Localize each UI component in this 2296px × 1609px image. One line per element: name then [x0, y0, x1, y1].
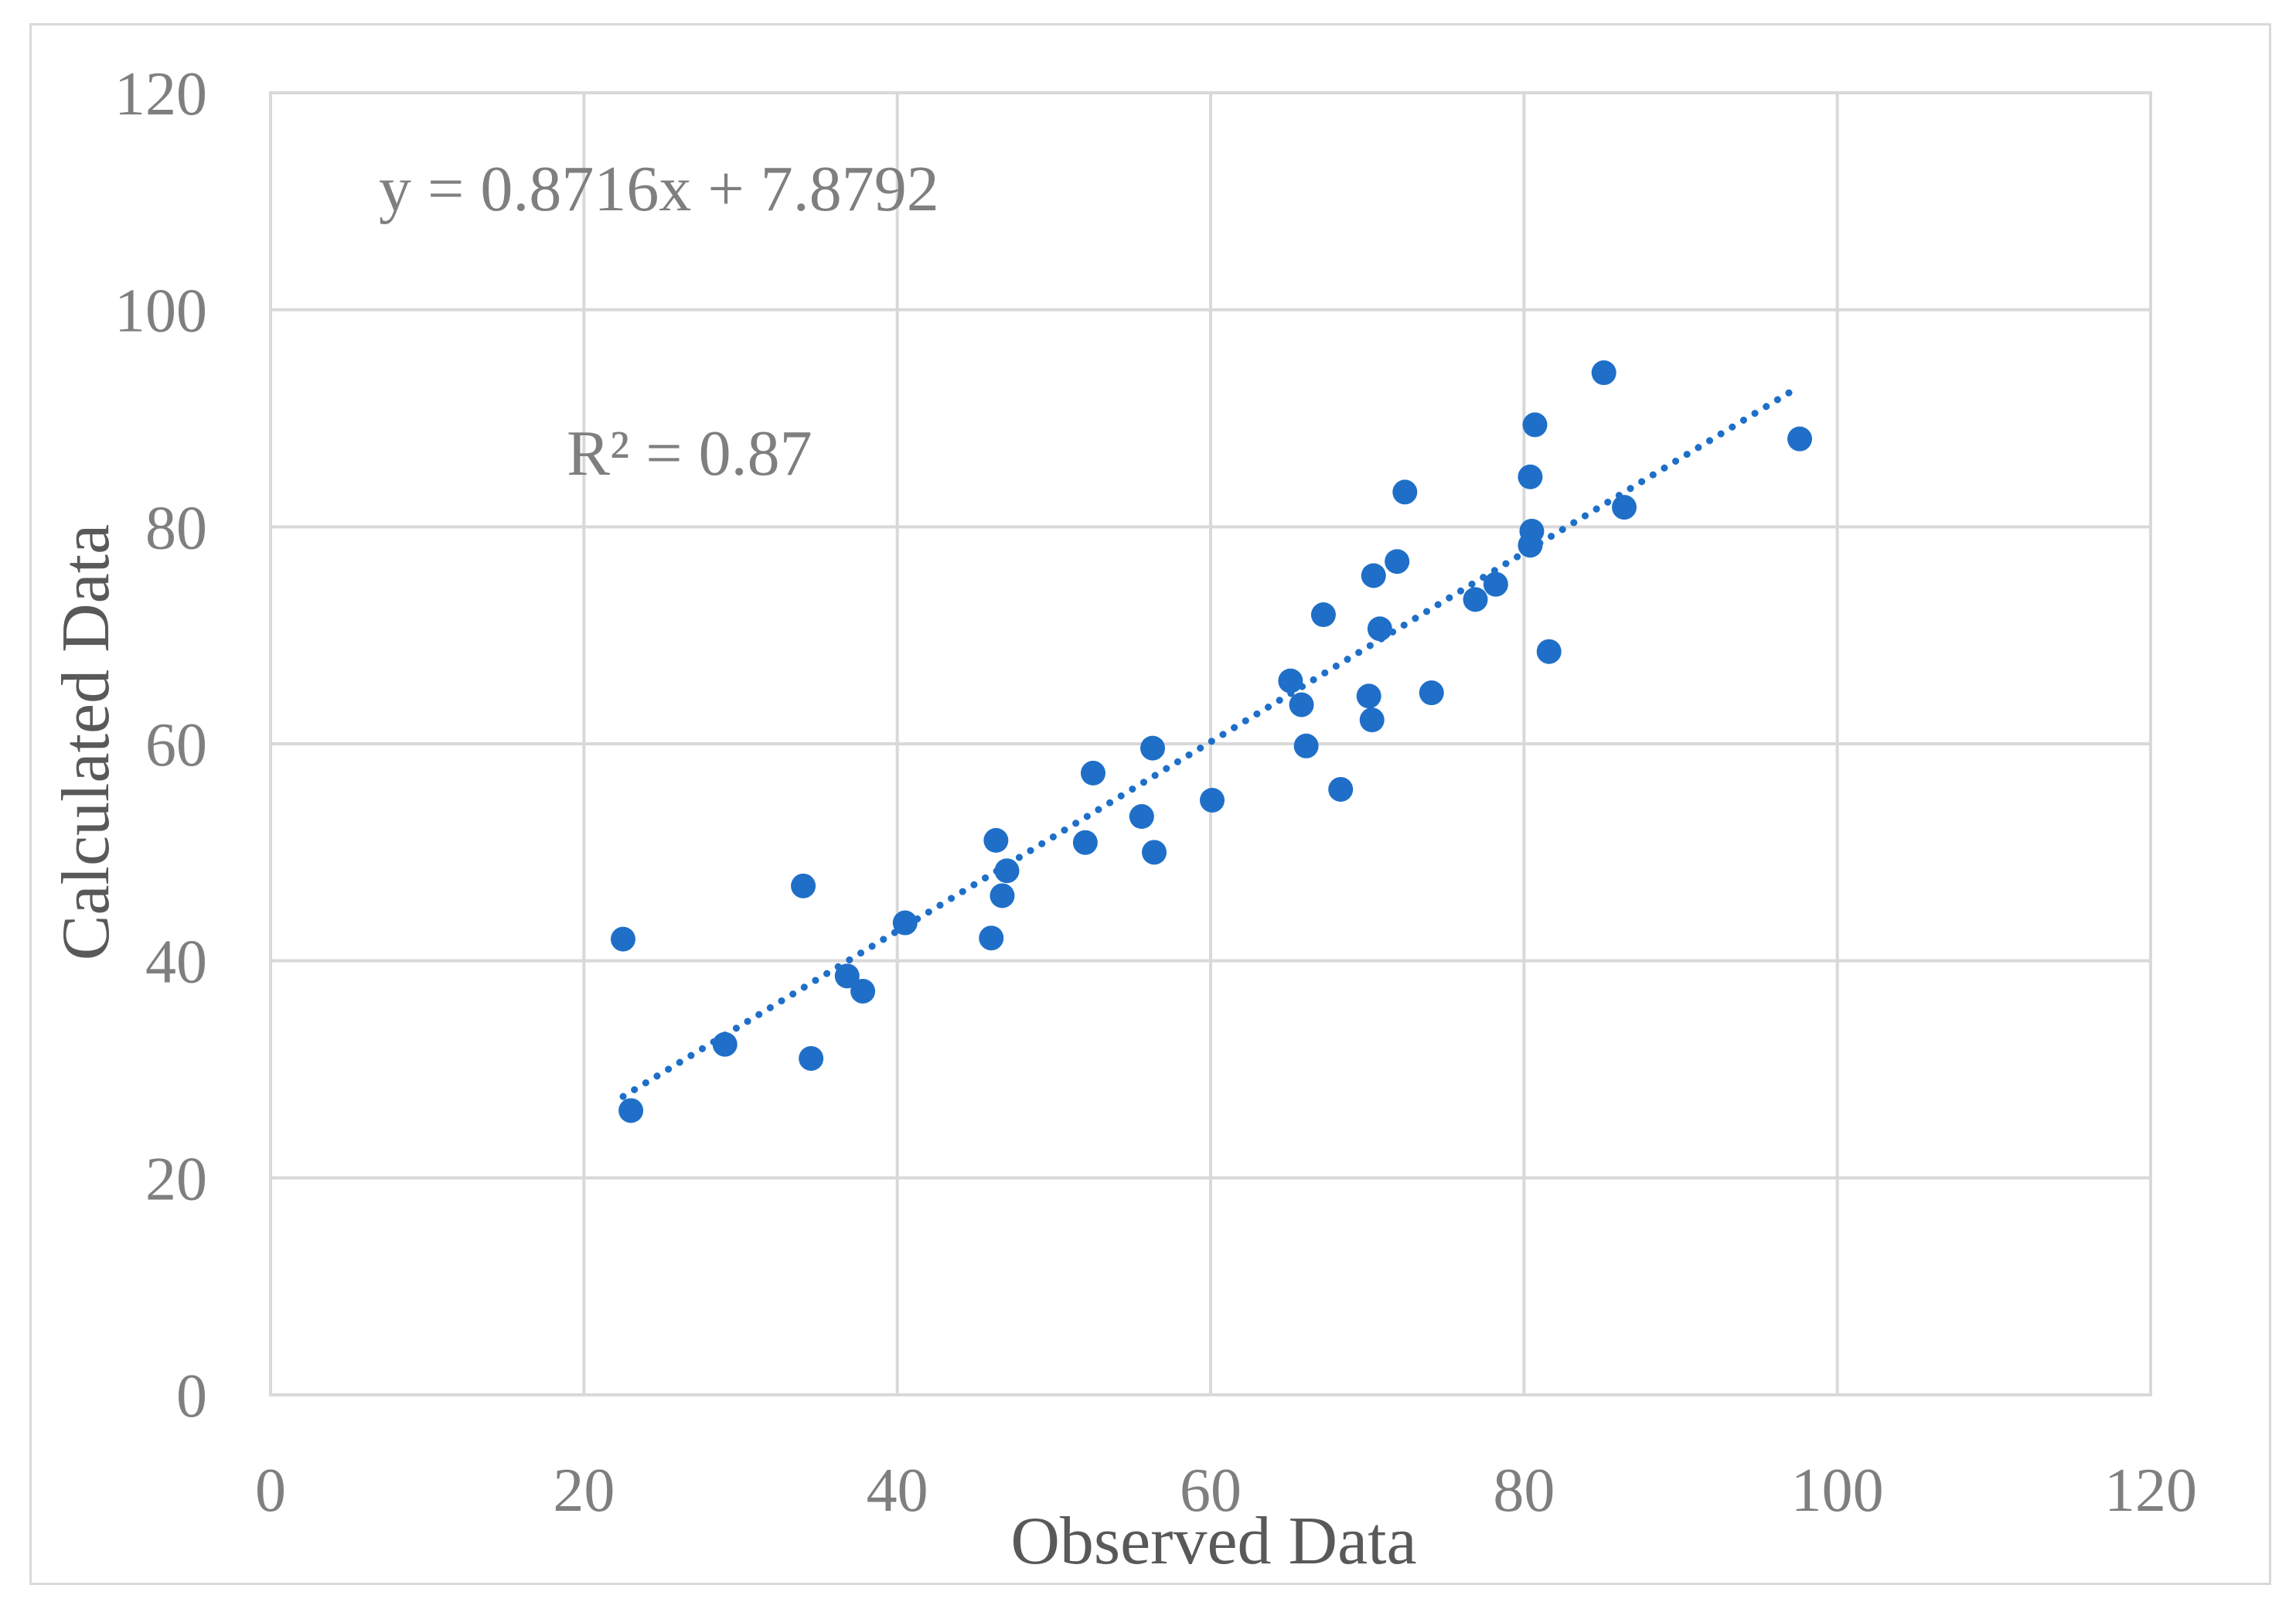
- data-point: [1072, 830, 1098, 855]
- data-point: [1081, 760, 1105, 786]
- data-point: [1359, 707, 1385, 733]
- data-point: [712, 1031, 738, 1057]
- y-tick-label: 80: [145, 494, 207, 562]
- x-tick-label: 40: [867, 1457, 928, 1525]
- data-point: [1361, 563, 1386, 588]
- data-point: [979, 926, 1004, 951]
- chart-frame: [29, 23, 2271, 1585]
- data-point: [1200, 787, 1225, 813]
- trendline-equation: y = 0.8716x + 7.8792: [379, 153, 939, 225]
- data-point: [1591, 360, 1616, 386]
- data-point: [990, 883, 1015, 908]
- data-point: [1419, 680, 1444, 706]
- r-squared-label: R² = 0.87: [567, 418, 812, 489]
- plot-area-border: [269, 91, 2152, 1396]
- x-tick-label: 60: [1180, 1457, 1242, 1525]
- data-point: [1536, 639, 1562, 664]
- data-point: [1519, 518, 1545, 544]
- data-point: [1787, 426, 1813, 452]
- x-tick-label: 80: [1493, 1457, 1555, 1525]
- data-point: [1278, 668, 1303, 694]
- data-point: [834, 963, 860, 989]
- data-point: [994, 858, 1020, 884]
- data-point: [1522, 412, 1548, 438]
- data-point: [1129, 804, 1154, 830]
- data-point: [1142, 840, 1167, 865]
- y-tick-label: 100: [114, 278, 207, 346]
- x-tick-label: 100: [1791, 1457, 1884, 1525]
- y-tick-label: 40: [145, 929, 207, 997]
- data-point: [1293, 733, 1319, 758]
- data-point: [1289, 692, 1314, 718]
- y-tick-label: 120: [114, 60, 207, 128]
- data-point: [618, 1098, 644, 1123]
- data-point: [892, 910, 918, 936]
- y-tick-label: 0: [176, 1362, 207, 1430]
- y-tick-labels: 0 20 40 60 80 100 120: [114, 60, 207, 1430]
- x-tick-label: 20: [553, 1457, 615, 1525]
- data-points: [611, 360, 1813, 1123]
- data-point: [1612, 495, 1637, 520]
- x-tick-label: 120: [2104, 1457, 2197, 1525]
- y-tick-label: 20: [145, 1145, 207, 1213]
- data-point: [611, 926, 635, 952]
- data-point: [1356, 683, 1381, 709]
- x-tick-label: 0: [255, 1457, 286, 1525]
- data-point: [983, 827, 1009, 853]
- trendline: [619, 384, 1802, 1100]
- data-point: [1140, 735, 1166, 761]
- data-point: [1518, 464, 1543, 489]
- data-point: [1367, 616, 1392, 642]
- data-point: [1463, 587, 1488, 612]
- data-point: [1392, 479, 1418, 505]
- x-axis-title: Observed Data: [1010, 1504, 1416, 1579]
- y-tick-label: 60: [145, 711, 207, 779]
- data-point: [1385, 549, 1410, 574]
- y-axis-title: Calculated Data: [49, 524, 124, 960]
- x-tick-labels: 0 20 40 60 80 100 120: [255, 1457, 2197, 1525]
- data-point: [1483, 571, 1508, 597]
- data-point: [1310, 602, 1336, 628]
- data-point: [1328, 776, 1354, 802]
- data-point: [850, 978, 876, 1004]
- data-point: [791, 873, 816, 898]
- data-point: [799, 1045, 824, 1071]
